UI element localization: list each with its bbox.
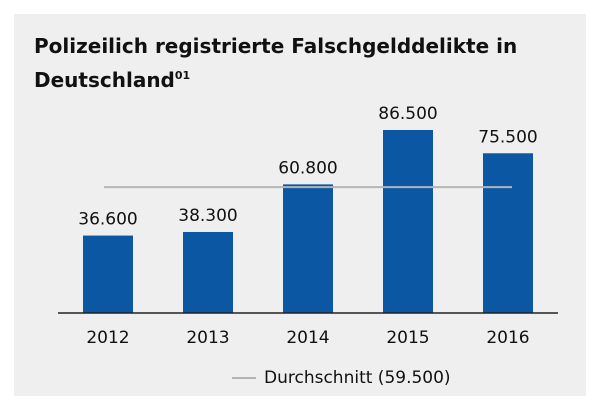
data-label: 38.300 — [178, 206, 237, 226]
x-tick-label: 2013 — [186, 328, 229, 348]
x-tick-label: 2012 — [86, 328, 129, 348]
legend-label: Durchschnitt (59.500) — [264, 368, 451, 388]
data-label: 60.800 — [278, 158, 337, 178]
bar — [383, 130, 433, 313]
title-footnote: 01 — [174, 69, 191, 82]
x-tick-label: 2016 — [486, 328, 529, 348]
data-label: 86.500 — [378, 104, 437, 124]
bar — [183, 231, 233, 313]
chart-title: Polizeilich registrierte Falschgelddelik… — [34, 32, 554, 95]
data-label: 75.500 — [478, 127, 537, 147]
data-label: 36.600 — [78, 210, 137, 230]
bar — [83, 235, 133, 313]
title-text: Polizeilich registrierte Falschgelddelik… — [34, 34, 518, 92]
x-tick-label: 2015 — [386, 328, 429, 348]
x-tick-label: 2014 — [286, 328, 329, 348]
bar — [283, 184, 333, 313]
bar — [483, 153, 533, 313]
